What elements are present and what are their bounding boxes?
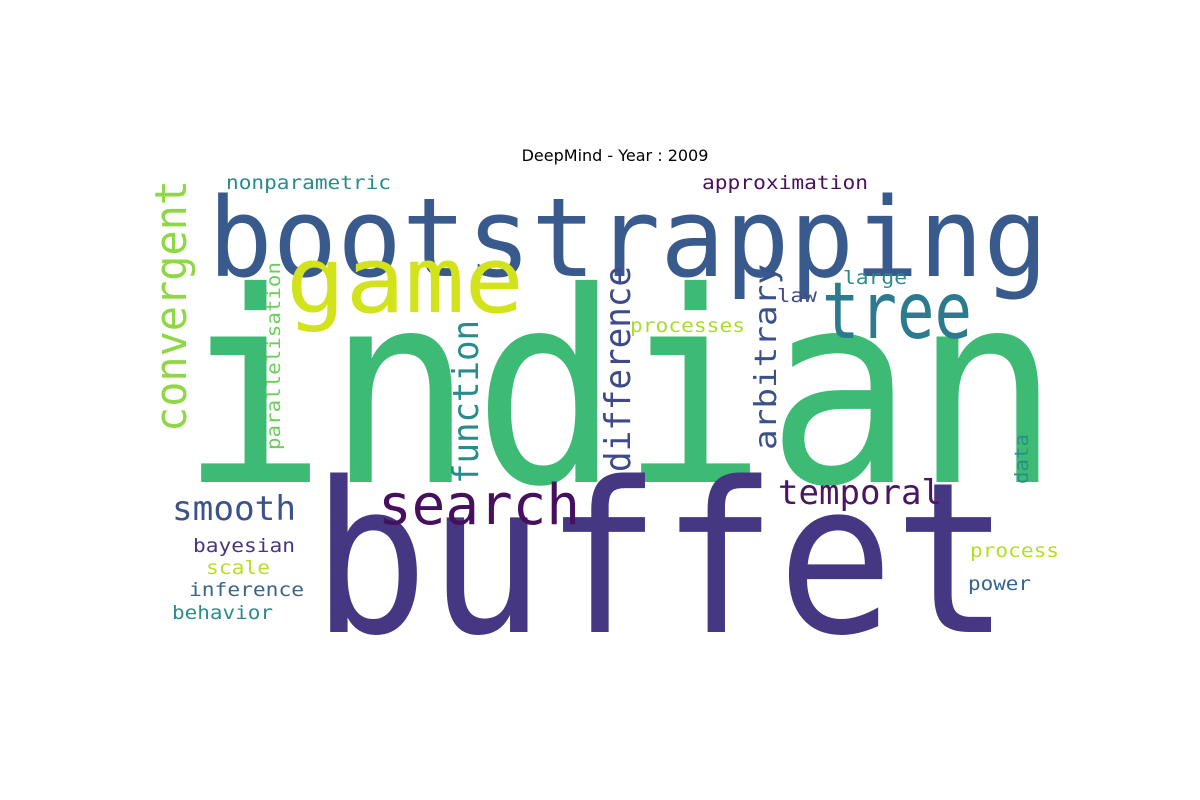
word-tree: tree [822, 267, 972, 357]
word-bootstrapping: bootstrapping [208, 174, 1048, 302]
figure-title: DeepMind - Year : 2009 [521, 146, 709, 165]
word-buffet: buffet [312, 437, 1010, 682]
word-inference: inference [189, 579, 304, 601]
word-difference: difference [598, 266, 639, 472]
word-smooth: smooth [172, 489, 296, 529]
word-temporal: temporal [778, 473, 942, 513]
word-arbitrary: arbitrary [749, 264, 784, 450]
word-bayesian: bayesian [193, 535, 295, 557]
word-function: function [446, 320, 487, 484]
word-behavior: behavior [172, 602, 273, 624]
word-parallelisation: parallelisation [263, 262, 285, 450]
word-nonparametric: nonparametric [226, 172, 391, 194]
word-data: data [1011, 434, 1033, 484]
word-process: process [970, 540, 1059, 562]
word-approximation: approximation [702, 172, 868, 194]
word-indian: indian [180, 235, 1060, 545]
word-convergent: convergent [146, 180, 197, 432]
word-law: law [777, 285, 818, 307]
word-processes: processes [630, 315, 745, 337]
word-large: large [843, 267, 907, 289]
word-scale: scale [206, 557, 270, 579]
word-power: power [968, 573, 1031, 595]
word-game: game [286, 227, 524, 334]
word-search: search [378, 473, 580, 538]
